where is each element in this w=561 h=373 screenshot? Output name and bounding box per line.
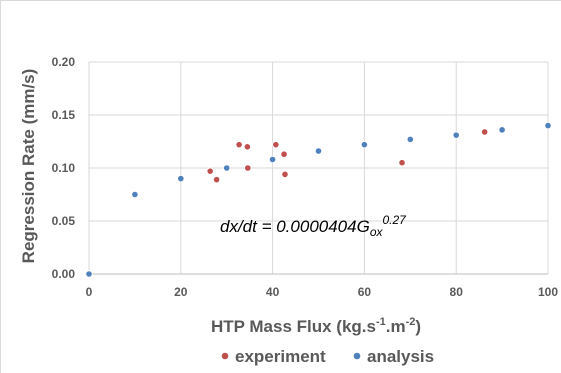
analysis-point (498, 126, 506, 134)
analysis-point (177, 175, 185, 183)
x-tick-label: 20 (174, 285, 188, 299)
x-axis-title-superscript: -1 (376, 316, 386, 328)
experiment-point (243, 143, 251, 151)
legend-marker-analysis (353, 352, 361, 360)
regression-equation-main: dx/dt = 0.0000404G (220, 217, 370, 236)
x-tick-label: 100 (538, 285, 558, 299)
analysis-point (452, 131, 460, 139)
x-tick-label: 80 (450, 285, 464, 299)
tick-labels: 0 20 40 60 80 100 0.00 0.05 0.10 0.15 0.20 (52, 55, 559, 299)
analysis-point (223, 164, 231, 172)
regression-equation-subscript: ox (370, 225, 384, 239)
experiment-point (213, 176, 221, 184)
data-points (85, 122, 552, 278)
x-axis-title: HTP Mass Flux (kg.s-1.m-2) (211, 316, 421, 336)
analysis-point (268, 155, 277, 164)
experiment-point (281, 170, 289, 178)
y-tick-label: 0.20 (52, 55, 76, 69)
experiment-point (280, 150, 288, 158)
axes (88, 62, 548, 275)
x-axis-title-part: HTP Mass Flux (kg.s (211, 317, 376, 336)
analysis-point (360, 141, 368, 149)
analysis-point (131, 190, 139, 199)
regression-equation-superscript: 0.27 (383, 213, 408, 227)
grid-lines (89, 61, 549, 274)
x-tick-label: 0 (86, 285, 93, 299)
analysis-point (314, 147, 323, 155)
analysis-point (85, 270, 93, 278)
legend: experiment analysis (221, 347, 434, 366)
experiment-point (244, 164, 252, 172)
experiment-point (272, 141, 280, 149)
x-axis-title-superscript: -2 (406, 316, 416, 328)
x-axis-title-part: .m (386, 317, 406, 336)
experiment-point (398, 159, 406, 167)
series-analysis (85, 122, 552, 278)
legend-label-experiment: experiment (235, 347, 326, 366)
y-tick-label: 0.05 (52, 214, 76, 228)
experiment-point (206, 167, 214, 175)
y-axis-title: Regression Rate (mm/s) (19, 69, 38, 264)
y-tick-label: 0.00 (52, 267, 76, 281)
regression-equation: dx/dt = 0.0000404Gox0.27 (220, 213, 407, 239)
analysis-point (406, 135, 414, 143)
x-axis-title-part: ) (415, 317, 421, 336)
legend-label-analysis: analysis (367, 347, 434, 366)
series-experiment (206, 128, 489, 184)
experiment-point (235, 141, 243, 149)
y-tick-label: 0.15 (52, 108, 76, 122)
analysis-point (544, 122, 552, 130)
experiment-point (481, 128, 489, 136)
x-tick-label: 40 (266, 285, 280, 299)
legend-marker-experiment (221, 352, 229, 360)
x-tick-label: 60 (358, 285, 372, 299)
y-tick-label: 0.10 (52, 161, 76, 175)
